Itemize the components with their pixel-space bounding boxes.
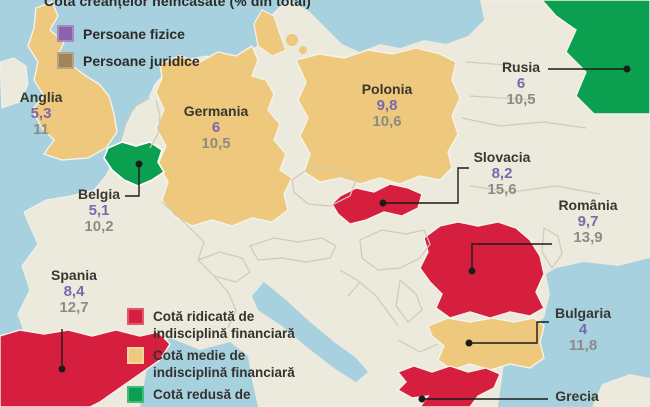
callout-dots	[58, 65, 631, 403]
callout-line-bulgaria	[469, 321, 549, 344]
mediterranean-sea	[140, 338, 258, 407]
map-country-polonia	[295, 47, 461, 185]
legend-label-line: Cotă ridicată de	[153, 309, 255, 324]
legend-label: Cotă ridicată de indisciplină financiară	[153, 308, 295, 342]
map-country-grecia	[396, 365, 501, 407]
purple-swatch-icon	[57, 25, 74, 42]
legend-item-cota-redusa: Cotă redusă de	[127, 386, 295, 403]
page-title: Cota creanțelor neîncasate (% din total)	[44, 0, 311, 9]
map-country-danemarca	[253, 9, 287, 57]
map-country-anglia	[27, 1, 118, 161]
callout-line-slovacia	[383, 167, 469, 204]
legend-item-persoane-fizice: Persoane fizice	[57, 25, 200, 42]
red-swatch-icon	[127, 308, 144, 325]
legend-label-line: indisciplină financiară	[153, 365, 295, 380]
callout-lines	[61, 68, 627, 400]
baltic-sea	[290, 0, 484, 52]
legend-label: Cotă redusă de	[153, 386, 251, 403]
legend-label: Persoane juridice	[83, 52, 200, 69]
legend-item-cota-medie: Cotă medie de indisciplină financiară	[127, 347, 295, 381]
tan-swatch-icon	[127, 347, 144, 364]
map-country-germania	[155, 44, 293, 227]
legend-label-line: Cotă medie de	[153, 348, 246, 363]
black-sea	[498, 258, 650, 407]
callout-line-romania	[471, 243, 552, 271]
green-swatch-icon	[127, 386, 144, 403]
series-legend: Persoane fizice Persoane juridice	[57, 25, 200, 79]
country-borders	[117, 61, 601, 353]
legend-label: Persoane fizice	[83, 25, 185, 42]
callout-line-belgia	[125, 164, 140, 197]
map-country-rusia	[541, 0, 650, 115]
legend-item-persoane-juridice: Persoane juridice	[57, 52, 200, 69]
legend-label: Cotă medie de indisciplină financiară	[153, 347, 295, 381]
adriatic-sea	[252, 282, 368, 382]
map-island	[299, 46, 307, 54]
map-island	[286, 34, 298, 46]
map-country-romania	[419, 221, 545, 319]
map-country-belgia	[103, 141, 166, 187]
legend-label-line: indisciplină financiară	[153, 326, 295, 341]
legend-item-cota-ridicata: Cotă ridicată de indisciplină financiară	[127, 308, 295, 342]
map-country-turcia	[592, 374, 650, 407]
category-legend: Cotă ridicată de indisciplină financiară…	[127, 308, 295, 407]
map-country-slovacia	[331, 183, 423, 225]
map-country-bulgaria	[427, 317, 545, 371]
brown-swatch-icon	[57, 52, 74, 69]
map-country-irlanda	[0, 57, 29, 109]
legend-label-line: Cotă redusă de	[153, 387, 251, 402]
